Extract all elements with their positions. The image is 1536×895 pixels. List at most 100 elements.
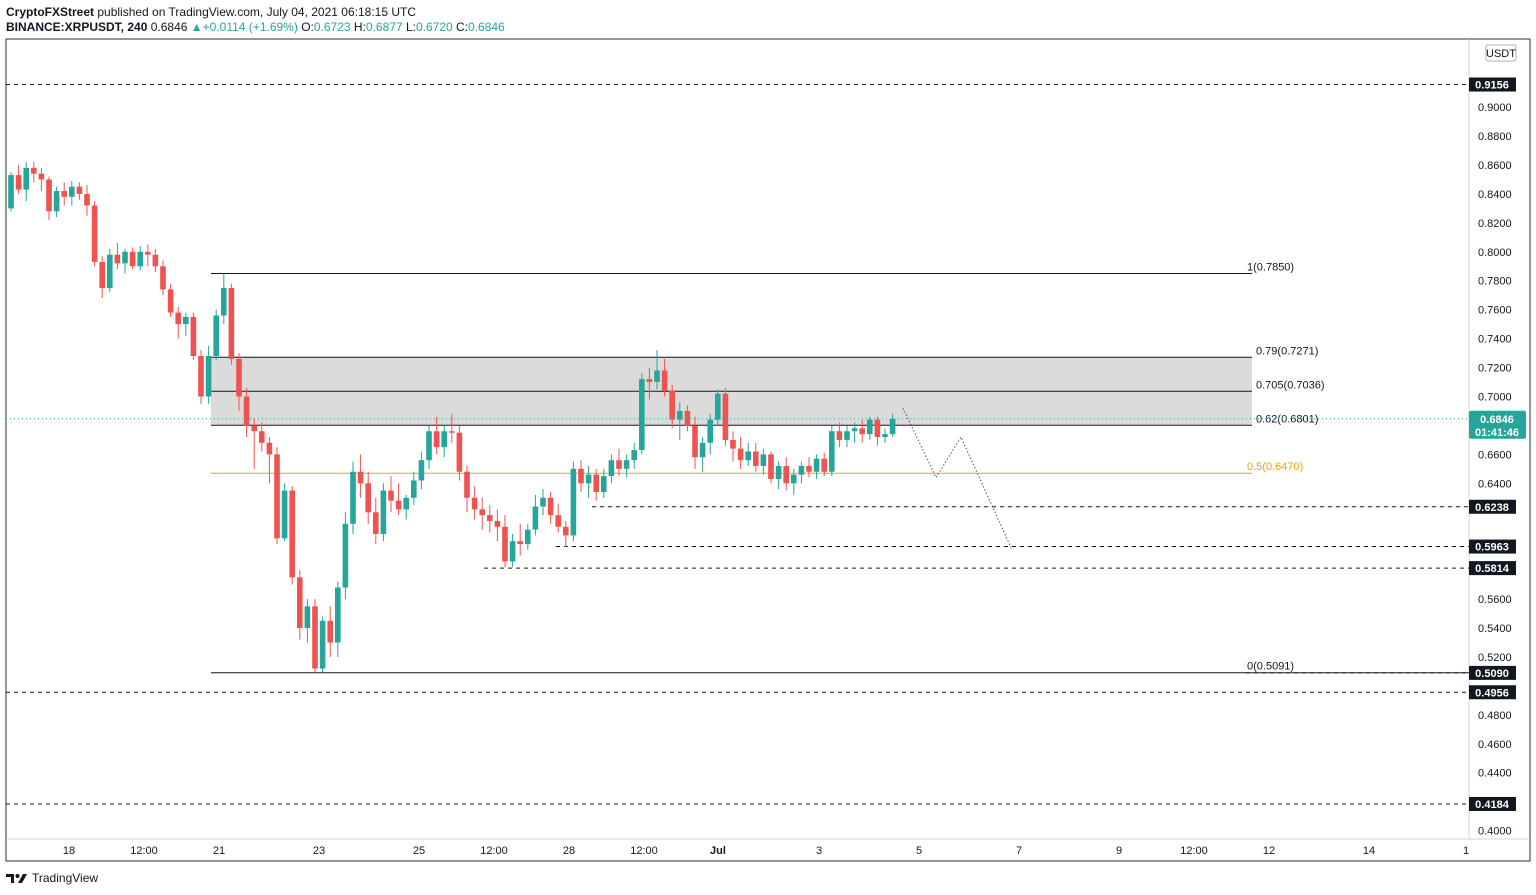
candle[interactable]	[844, 425, 850, 448]
time-tick-0[interactable]: 18	[63, 845, 75, 857]
price-tick-0.8600[interactable]: 0.8600	[1478, 160, 1512, 172]
candle[interactable]	[243, 387, 250, 438]
candle[interactable]	[129, 247, 136, 270]
time-tick-9[interactable]: 3	[816, 845, 822, 857]
candle[interactable]	[874, 416, 881, 446]
candle[interactable]	[639, 373, 645, 455]
candle[interactable]	[456, 425, 463, 481]
candle[interactable]	[623, 454, 630, 478]
price-axis[interactable]: 0.9000 0.8800 0.8600 0.8400 0.8200 0.8000 0.78…	[1478, 102, 1512, 838]
candle[interactable]	[517, 523, 523, 556]
candle[interactable]	[137, 246, 143, 271]
candle[interactable]	[160, 260, 166, 296]
time-tick-2[interactable]: 21	[213, 845, 225, 857]
candle[interactable]	[31, 162, 37, 183]
candle[interactable]	[707, 413, 713, 455]
candle[interactable]	[882, 428, 888, 443]
price-tick-0.5200[interactable]: 0.5200	[1478, 652, 1512, 664]
candle[interactable]	[464, 465, 470, 513]
candle[interactable]	[608, 454, 615, 484]
candle[interactable]	[783, 457, 789, 491]
candle[interactable]	[122, 248, 128, 274]
candle[interactable]	[563, 520, 569, 547]
time-tick-4[interactable]: 25	[413, 845, 425, 857]
time-tick-13[interactable]: 12:00	[1180, 845, 1208, 857]
time-tick-14[interactable]: 12	[1263, 845, 1275, 857]
candle[interactable]	[61, 182, 67, 206]
candle[interactable]	[494, 509, 501, 542]
candle[interactable]	[175, 306, 181, 339]
candle[interactable]	[304, 599, 311, 643]
candle[interactable]	[745, 442, 751, 466]
candle[interactable]	[449, 413, 455, 443]
candle[interactable]	[570, 461, 577, 542]
candle[interactable]	[631, 442, 637, 469]
candle[interactable]	[312, 599, 318, 673]
candle[interactable]	[319, 616, 326, 673]
candle[interactable]	[274, 447, 280, 545]
price-tick-0.7600[interactable]: 0.7600	[1478, 305, 1512, 317]
price-tick-0.4600[interactable]: 0.4600	[1478, 739, 1512, 751]
candle[interactable]	[23, 162, 29, 202]
time-tick-7[interactable]: 12:00	[630, 845, 658, 857]
time-tick-11[interactable]: 7	[1016, 845, 1022, 857]
publisher-name[interactable]: CryptoFXStreet	[6, 5, 95, 19]
time-tick-5[interactable]: 12:00	[480, 845, 508, 857]
price-tick-0.6400[interactable]: 0.6400	[1478, 478, 1512, 490]
price-tick-0.6600[interactable]: 0.6600	[1478, 449, 1512, 461]
candle[interactable]	[8, 172, 14, 212]
candle[interactable]	[38, 167, 45, 192]
candle[interactable]	[380, 483, 387, 542]
candle[interactable]	[654, 350, 660, 390]
candle[interactable]	[297, 570, 303, 640]
candle[interactable]	[699, 437, 706, 472]
candle[interactable]	[768, 451, 774, 484]
price-tick-0.5600[interactable]: 0.5600	[1478, 594, 1512, 606]
candle[interactable]	[198, 350, 204, 404]
candle[interactable]	[365, 471, 371, 524]
candle[interactable]	[661, 358, 668, 397]
candle[interactable]	[532, 494, 539, 536]
candle[interactable]	[251, 418, 257, 469]
candle[interactable]	[145, 244, 151, 267]
candle[interactable]	[867, 416, 873, 440]
candle[interactable]	[76, 182, 83, 200]
candle[interactable]	[213, 309, 219, 361]
time-tick-15[interactable]: 14	[1363, 845, 1375, 857]
price-tick-0.7000[interactable]: 0.7000	[1478, 392, 1512, 404]
candle[interactable]	[411, 471, 417, 506]
candle[interactable]	[692, 416, 698, 469]
candle[interactable]	[342, 512, 349, 600]
candle[interactable]	[91, 201, 98, 267]
candle[interactable]	[684, 405, 691, 432]
candle[interactable]	[722, 387, 729, 446]
price-tick-0.9000[interactable]: 0.9000	[1478, 102, 1512, 114]
price-tick-0.8200[interactable]: 0.8200	[1478, 218, 1512, 230]
candle[interactable]	[715, 389, 721, 426]
candle[interactable]	[821, 452, 827, 477]
candle[interactable]	[646, 367, 653, 400]
price-tick-0.4800[interactable]: 0.4800	[1478, 710, 1512, 722]
candle[interactable]	[798, 461, 805, 484]
candle[interactable]	[281, 483, 288, 542]
candle[interactable]	[806, 457, 812, 478]
candle[interactable]	[221, 273, 227, 325]
time-tick-12[interactable]: 9	[1116, 845, 1122, 857]
time-tick-6[interactable]: 28	[563, 845, 575, 857]
time-tick-16[interactable]: 1	[1463, 845, 1469, 857]
time-axis[interactable]: 18 12:00 21 23 25 12:00 28 12:00 Jul 3 5 7 9 12:00 12 1…	[63, 845, 1469, 857]
price-tick-0.8800[interactable]: 0.8800	[1478, 131, 1512, 143]
price-tick-0.4400[interactable]: 0.4400	[1478, 768, 1512, 780]
time-tick-8[interactable]: Jul	[710, 845, 726, 857]
candle[interactable]	[190, 312, 197, 361]
candle[interactable]	[791, 468, 797, 495]
candle[interactable]	[350, 461, 356, 534]
candle[interactable]	[737, 437, 744, 469]
candle[interactable]	[836, 422, 843, 448]
candle[interactable]	[441, 425, 447, 458]
candle[interactable]	[84, 185, 90, 216]
candle[interactable]	[775, 461, 782, 490]
candle[interactable]	[99, 256, 105, 299]
candle[interactable]	[395, 483, 402, 516]
